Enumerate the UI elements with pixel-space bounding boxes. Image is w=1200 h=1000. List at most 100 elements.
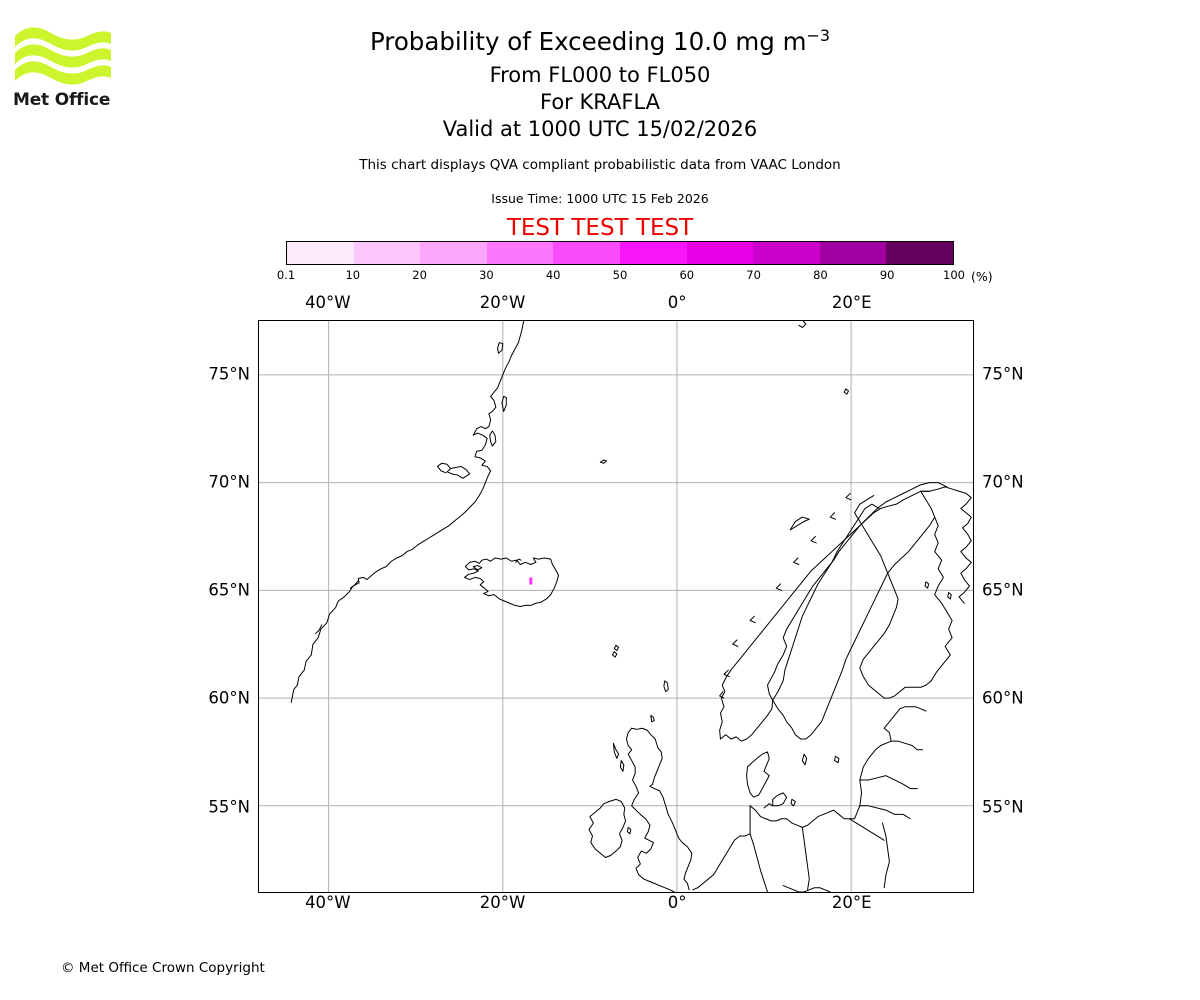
lat-tick-left-65°N: 65°N: [208, 580, 250, 600]
colorbar-tick-30: 30: [479, 268, 494, 282]
coastline-path-12: [473, 566, 482, 570]
coastline-path-55: [945, 487, 971, 562]
colorbar-band-0: [287, 242, 354, 264]
lat-tick-right-70°N: 70°N: [982, 472, 1024, 492]
colorbar-tick-70: 70: [746, 268, 761, 282]
colorbar-band-2: [420, 242, 487, 264]
colorbar-tick-100: 100: [943, 268, 965, 282]
coastline-path-61: [791, 799, 795, 805]
coastline-path-46: [693, 875, 714, 890]
coastline-path-44: [750, 707, 926, 828]
coastline-path-48: [860, 776, 917, 789]
coastline-path-20: [613, 743, 618, 758]
coastline-path-50: [802, 827, 809, 889]
coastline-path-40: [855, 496, 888, 574]
coastline-path-56: [959, 562, 971, 603]
colorbar-band-4: [553, 242, 620, 264]
copyright-notice: © Met Office Crown Copyright: [61, 960, 265, 976]
coastline-path-15: [613, 652, 617, 657]
coastline-path-3: [490, 431, 496, 446]
coastline-path-8: [600, 460, 606, 463]
coastline-path-43: [764, 804, 773, 808]
coastline-path-57: [948, 592, 951, 598]
colorbar-tick-20: 20: [412, 268, 427, 282]
coastline-path-26: [724, 670, 729, 676]
lon-tick-20°W: 20°W: [479, 293, 526, 312]
coastline-path-11: [464, 558, 558, 606]
coastline-path-31: [811, 536, 816, 542]
lat-tick-left-60°N: 60°N: [208, 688, 250, 708]
coastline-path-2: [438, 463, 451, 473]
coastline-path-45: [714, 806, 751, 875]
coastline-path-39: [773, 504, 879, 700]
colorbar-band-5: [619, 242, 687, 264]
coastline-path-58: [925, 582, 928, 588]
colorbar-band-8: [819, 242, 887, 264]
coastline-path-62: [627, 827, 630, 833]
coastline-path-54: [750, 834, 767, 892]
met-office-logo-text: Met Office: [13, 90, 111, 110]
coastline-path-47: [891, 741, 922, 750]
colorbar-tick-10: 10: [345, 268, 361, 282]
coastline-path-33: [846, 493, 851, 499]
coastline-path-19: [626, 728, 674, 892]
lon-tick-20°E: 20°E: [831, 893, 872, 912]
colorbar-tick-90: 90: [879, 268, 895, 282]
coastline-path-35: [773, 573, 888, 739]
coastline-path-6: [350, 581, 358, 589]
coastline-path-38: [926, 517, 952, 685]
coastline-path-52: [849, 819, 884, 841]
lon-tick-0°: 0°: [667, 893, 687, 912]
probability-colorbar: [286, 241, 954, 265]
page-title: Probability of Exceeding 10.0 mg m−3: [0, 26, 1200, 58]
valid-time-subtitle: Valid at 1000 UTC 15/02/2026: [442, 117, 758, 141]
coastline-path-0: [291, 321, 523, 702]
colorbar-band-9: [886, 242, 953, 264]
volcano-subtitle: For KRAFLA: [540, 90, 660, 114]
lat-tick-right-75°N: 75°N: [982, 364, 1024, 384]
coastline-path-37: [888, 491, 935, 573]
colorbar-tick-60: 60: [679, 268, 695, 282]
coastline-path-32: [830, 513, 835, 519]
lat-tick-left-55°N: 55°N: [208, 797, 250, 816]
coastline-path-22: [589, 799, 626, 857]
coastline-path-5: [498, 343, 503, 354]
coastline-path-10: [844, 389, 848, 394]
coastline-path-25: [720, 692, 724, 698]
coastline-path-21: [620, 761, 623, 772]
coastline-path-36: [860, 573, 926, 698]
issue-time: Issue Time: 1000 UTC 15 Feb 2026: [491, 191, 709, 206]
lon-tick-40°W: 40°W: [305, 893, 351, 912]
coastline-path-1: [447, 466, 470, 478]
lon-tick-20°E: 20°E: [831, 293, 872, 312]
page-title-exponent: −3: [806, 25, 831, 45]
colorbar-tick-labels: 0.1 10 20 30 40 50 60 70 80 90 100: [277, 268, 965, 284]
colorbar-band-3: [486, 242, 554, 264]
coastline-path-49: [860, 806, 911, 819]
lat-tick-left-70°N: 70°N: [208, 472, 250, 492]
page-title-text: Probability of Exceeding 10.0 mg m: [369, 27, 807, 56]
lat-tick-right-55°N: 55°N: [982, 797, 1024, 816]
lon-tick-20°W: 20°W: [479, 893, 526, 912]
coastline-path-41: [747, 752, 770, 797]
colorbar-band-6: [686, 242, 754, 264]
colorbar-tick-80: 80: [813, 268, 828, 282]
coastline-path-60: [835, 756, 839, 762]
coastline-path-24: [720, 483, 947, 739]
lat-tick-right-60°N: 60°N: [982, 688, 1024, 708]
met-office-logo: [13, 20, 113, 115]
colorbar-band-7: [753, 242, 820, 264]
coastline-path-18: [632, 728, 692, 890]
coastline-path-23: [720, 487, 945, 741]
coastline-path-14: [614, 645, 618, 650]
lat-tick-right-65°N: 65°N: [982, 580, 1024, 600]
colorbar-bands: [286, 241, 954, 265]
coastline-path-16: [664, 681, 668, 692]
coastline-path-27: [733, 640, 738, 646]
test-banner: TEST TEST TEST: [506, 215, 694, 241]
flight-level-subtitle: From FL000 to FL050: [489, 63, 711, 87]
map-panel[interactable]: [258, 320, 974, 893]
qva-note: This chart displays QVA compliant probab…: [359, 157, 841, 173]
colorbar-tick-50: 50: [612, 268, 628, 282]
coastline-path-9: [799, 321, 806, 327]
